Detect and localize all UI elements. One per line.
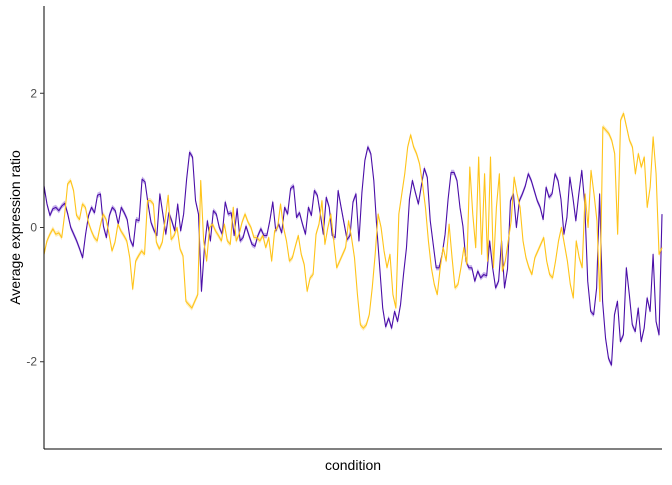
- series-layer: [43, 112, 663, 366]
- y-tick-label: 0: [30, 221, 37, 235]
- series-2-line: [43, 112, 663, 329]
- y-axis-label: Average expression ratio: [7, 150, 23, 305]
- y-axis-ticks: -2 0 2: [26, 86, 44, 369]
- x-axis-label: condition: [325, 457, 381, 473]
- y-tick-label: -2: [26, 355, 37, 369]
- series-1-line: [43, 146, 663, 366]
- y-tick-label: 2: [30, 86, 37, 100]
- ribbon-layer: [44, 110, 662, 368]
